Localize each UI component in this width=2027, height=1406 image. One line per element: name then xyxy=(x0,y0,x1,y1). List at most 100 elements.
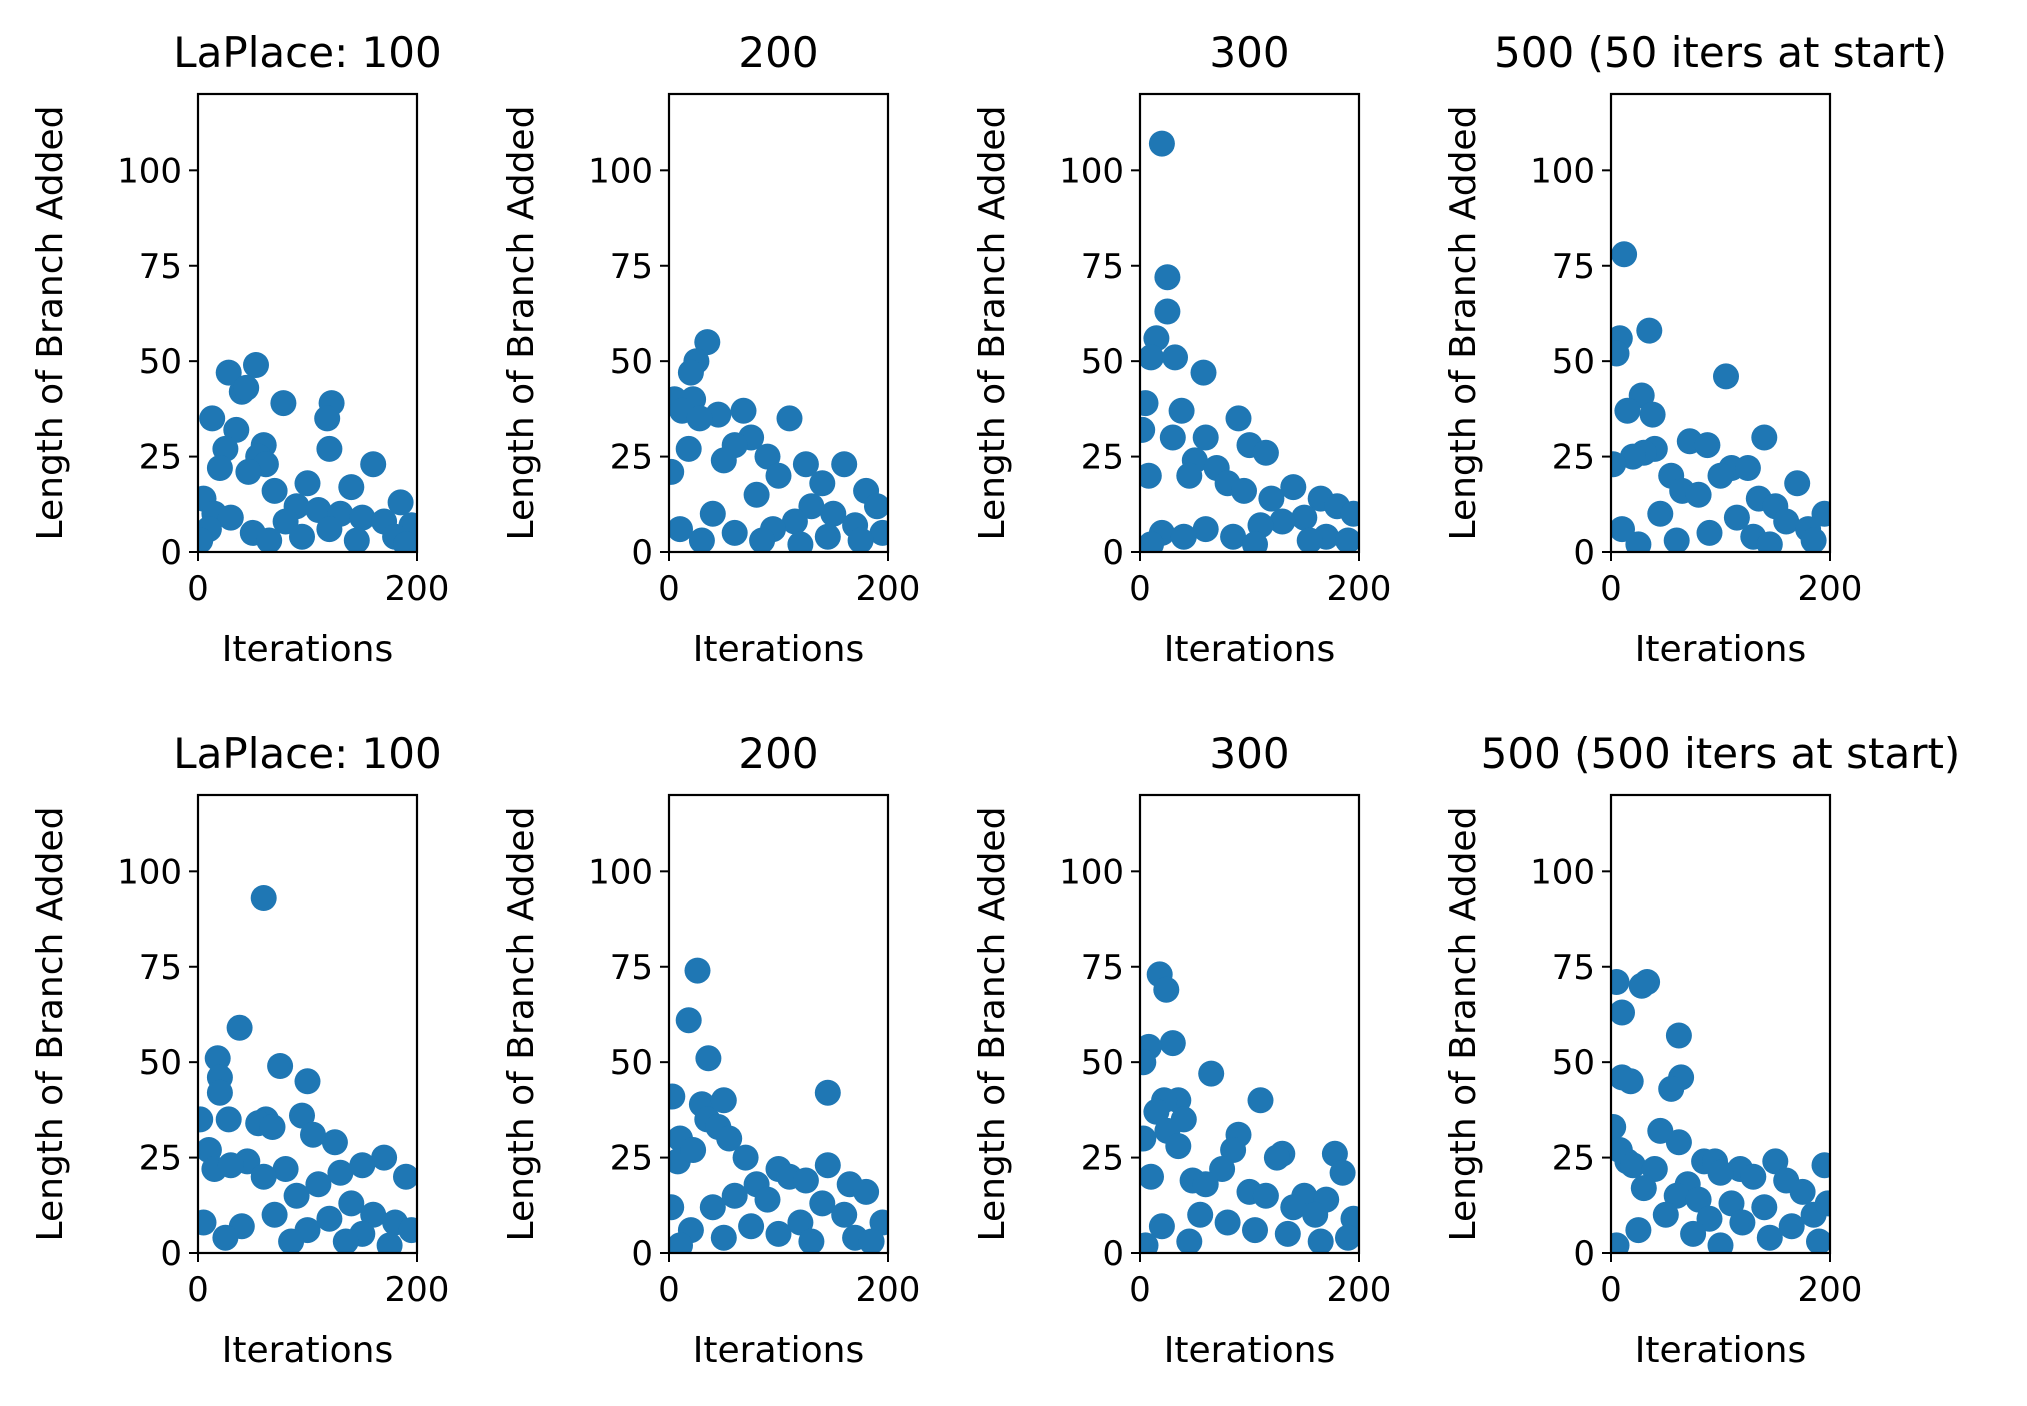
scatter-point xyxy=(847,527,874,552)
x-tick-label: 200 xyxy=(385,569,450,609)
scatter-point xyxy=(1280,1194,1307,1221)
scatter-point xyxy=(198,527,214,552)
subplot-title: 200 xyxy=(738,28,818,77)
scatter-point xyxy=(305,497,332,523)
scatter-point xyxy=(721,519,748,546)
x-axis-label: Iterations xyxy=(1635,1330,1806,1371)
scatter-point xyxy=(1696,1205,1723,1232)
scatter-points xyxy=(198,352,417,552)
scatter-point xyxy=(1611,1232,1630,1253)
scatter-point xyxy=(814,1152,841,1179)
scatter-point xyxy=(360,451,387,478)
scatter-point xyxy=(261,477,288,504)
subplot-title: 300 xyxy=(1209,28,1289,77)
axes-frame xyxy=(1138,793,1361,1255)
scatter-point xyxy=(250,1163,277,1190)
scatter-points xyxy=(198,885,417,1253)
scatter-point xyxy=(669,458,685,485)
scatter-point xyxy=(1153,976,1180,1003)
x-tick-label: 200 xyxy=(856,1270,921,1310)
y-tick-label: 100 xyxy=(588,852,653,892)
scatter-point xyxy=(798,1228,825,1253)
scatter-point xyxy=(1718,1190,1745,1217)
scatter-point xyxy=(316,435,343,462)
scatter-point xyxy=(321,1129,348,1156)
scatter-point xyxy=(1214,1209,1241,1236)
scatter-point xyxy=(765,462,792,489)
y-tick-label: 50 xyxy=(1081,342,1124,382)
scatter-point xyxy=(1734,455,1761,481)
scatter-point xyxy=(730,397,757,424)
scatter-point xyxy=(289,523,315,550)
scatter-point xyxy=(250,885,277,911)
scatter-point xyxy=(1176,1228,1203,1253)
x-tick-label: 0 xyxy=(187,569,209,609)
y-axis-label: Length of Branch Added xyxy=(501,807,542,1242)
scatter-point xyxy=(1789,1178,1816,1205)
scatter-point xyxy=(792,1167,819,1194)
scatter-point xyxy=(754,443,781,470)
scatter-point xyxy=(215,1106,242,1133)
scatter-point xyxy=(781,508,808,535)
scatter-point xyxy=(1696,519,1723,546)
scatter-point xyxy=(699,500,726,527)
scatter-point xyxy=(798,493,825,520)
scatter-point xyxy=(206,1079,233,1106)
y-tick-label: 100 xyxy=(1059,151,1124,191)
x-tick-label: 200 xyxy=(1327,569,1392,609)
scatter-point xyxy=(677,359,704,386)
scatter-point xyxy=(684,957,711,984)
scatter-point xyxy=(1140,531,1164,552)
scatter-point xyxy=(1611,999,1635,1026)
x-tick-label: 200 xyxy=(1327,1270,1392,1310)
scatter-point xyxy=(669,1194,685,1221)
scatter-point xyxy=(289,1102,315,1129)
y-tick-label: 75 xyxy=(139,247,182,287)
scatter-point xyxy=(1665,1022,1692,1049)
scatter-point xyxy=(1143,1098,1170,1125)
scatter-point xyxy=(1190,359,1217,386)
scatter-point xyxy=(1154,298,1181,325)
y-tick-label: 25 xyxy=(610,1139,653,1179)
scatter-point xyxy=(1168,397,1195,424)
scatter-point xyxy=(226,1014,253,1041)
scatter-point xyxy=(338,474,365,501)
scatter-point xyxy=(1220,1137,1247,1163)
scatter-point xyxy=(300,1121,326,1148)
scatter-point xyxy=(669,1232,693,1253)
scatter-point xyxy=(1198,1060,1225,1087)
scatter-point xyxy=(1296,527,1323,552)
y-tick-label: 25 xyxy=(139,438,182,478)
scatter-point xyxy=(294,470,321,497)
scatter-point xyxy=(858,1228,885,1253)
scatter-point xyxy=(1611,1114,1627,1140)
scatter-point xyxy=(809,1190,836,1217)
scatter-point xyxy=(1335,527,1359,552)
y-axis-label: Length of Branch Added xyxy=(30,106,71,541)
scatter-point xyxy=(1680,1220,1707,1247)
scatter-point xyxy=(820,500,847,527)
axes-frame xyxy=(196,793,419,1255)
scatter-point xyxy=(1723,504,1750,531)
scatter-points xyxy=(1140,130,1359,552)
scatter-point xyxy=(831,1201,858,1228)
scatter-points xyxy=(669,957,888,1253)
x-axis-label: Iterations xyxy=(693,629,864,670)
scatter-point xyxy=(1625,1217,1652,1244)
subplot-8: 0 25 50 75 100 0 200 500 (500 iters at start) It… xyxy=(1443,729,1960,1371)
scatter-point xyxy=(853,1178,880,1205)
scatter-point xyxy=(393,1163,417,1190)
subplot-5: 0 25 50 75 100 0 200 LaPlace: 100 Iterations Leng… xyxy=(30,729,449,1371)
y-tick-label: 100 xyxy=(1530,852,1595,892)
x-tick-label: 0 xyxy=(187,1270,209,1310)
scatter-point xyxy=(1611,340,1630,367)
scatter-point xyxy=(716,1125,743,1152)
subplot-4: 0 25 50 75 100 0 200 500 (50 iters at start) Ite… xyxy=(1443,28,1947,670)
scatter-point xyxy=(316,1205,343,1232)
subplot-title: LaPlace: 100 xyxy=(173,28,441,77)
scatter-point xyxy=(809,470,836,497)
scatter-point xyxy=(1192,516,1219,543)
scatter-point xyxy=(1665,1129,1692,1156)
scatter-point xyxy=(1154,264,1181,291)
